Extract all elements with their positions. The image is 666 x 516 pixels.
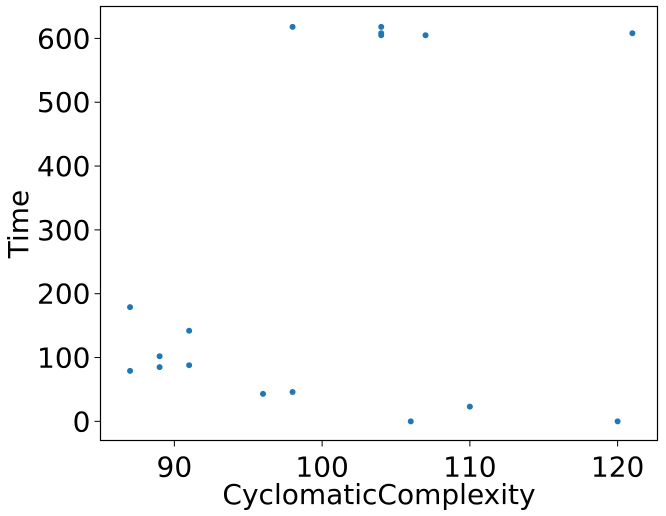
x-tick-label: 120 [591,451,644,484]
data-point [289,23,296,30]
ticks-layer: 90 100 110 120 0 100 200 300 400 500 600 [37,22,644,483]
data-point [186,327,193,334]
data-point [127,304,134,311]
data-point [422,32,429,39]
y-tick-label: 200 [37,278,90,311]
plot-frame [99,5,659,442]
y-tick-label: 0 [73,405,91,438]
data-point [156,364,163,371]
y-tick-label: 300 [37,214,90,247]
y-tick-label: 100 [37,342,90,375]
data-point [186,362,193,369]
data-point [378,32,385,39]
y-tick-label: 600 [37,22,90,55]
data-point [289,388,296,395]
y-axis-title: Time [2,190,35,260]
data-point [614,418,621,425]
data-point [156,353,163,360]
x-tick-label: 100 [295,451,348,484]
data-point [260,390,267,397]
x-tick-label: 90 [157,451,193,484]
x-tick-label: 110 [443,451,496,484]
x-axis-title: CyclomaticComplexity [222,478,535,511]
data-point [378,23,385,30]
data-point [127,367,134,374]
data-point [407,418,414,425]
points-layer [127,23,636,425]
y-tick-label: 400 [37,150,90,183]
data-point [629,30,636,37]
y-tick-label: 500 [37,86,90,119]
data-point [466,403,473,410]
